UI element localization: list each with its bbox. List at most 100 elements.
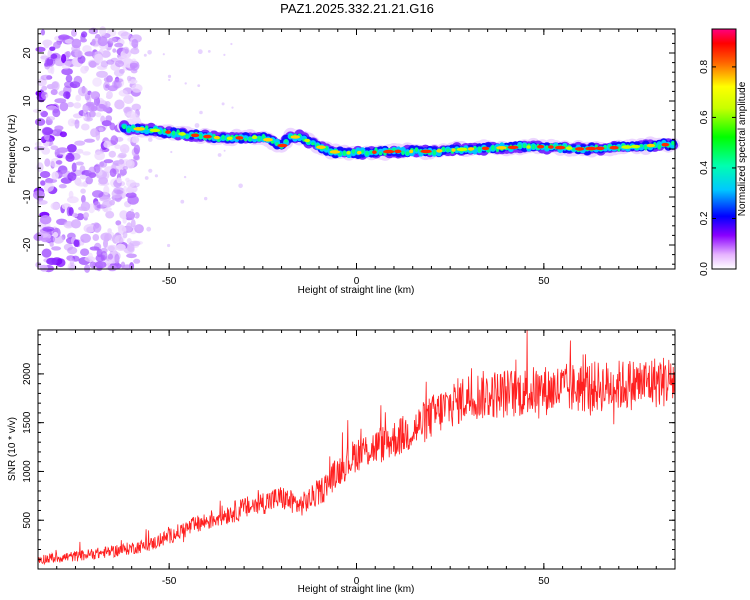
noise-blob bbox=[41, 85, 48, 91]
ridge-hotspot bbox=[346, 151, 351, 155]
noise-blob bbox=[63, 220, 74, 229]
noise-blob bbox=[45, 178, 58, 184]
colorbar-tick-label: 0.6 bbox=[699, 110, 710, 124]
colorbar-gradient bbox=[712, 29, 736, 269]
ridge-segment bbox=[671, 140, 675, 146]
noise-blob bbox=[170, 150, 173, 154]
noise-blob bbox=[49, 46, 56, 52]
snr-x-axis-label: Height of straight line (km) bbox=[298, 584, 415, 595]
noise-blob bbox=[61, 68, 73, 76]
ridge-hotspot bbox=[496, 146, 507, 150]
ridge-hotspot bbox=[585, 146, 597, 151]
snr-panel: -50 0 50 500 1000 1500 2000 Height of straigh… bbox=[7, 329, 676, 595]
colorbar-tick-label: 0.8 bbox=[699, 60, 710, 74]
y-tick-label: -20 bbox=[22, 237, 33, 252]
noise-blob bbox=[61, 53, 67, 64]
noise-blob bbox=[63, 91, 71, 99]
noise-blob bbox=[100, 232, 112, 242]
noise-blob bbox=[98, 104, 105, 109]
y-tick-label: 1000 bbox=[22, 460, 33, 483]
noise-blob bbox=[109, 37, 117, 44]
ridge-hotspot bbox=[357, 150, 362, 155]
noise-blob bbox=[122, 216, 127, 224]
spectrogram-x-ticks: -50 0 50 bbox=[56, 29, 676, 287]
ridge-hotspot bbox=[178, 132, 186, 136]
noise-blob bbox=[79, 174, 87, 180]
noise-blob bbox=[103, 239, 108, 249]
ridge-segment bbox=[270, 140, 275, 144]
noise-blob bbox=[58, 184, 67, 189]
ridge-hotspot bbox=[316, 145, 326, 149]
noise-blob bbox=[103, 140, 111, 148]
noise-blob bbox=[65, 153, 75, 162]
noise-blob bbox=[134, 212, 140, 219]
ridge-hotspot bbox=[304, 138, 310, 143]
ridge-segment bbox=[365, 151, 369, 156]
noise-blob bbox=[83, 212, 89, 219]
snr-y-axis-label: SNR (10 * v/v) bbox=[7, 417, 18, 481]
ridge-segment bbox=[144, 125, 149, 131]
colorbar: 0.0 0.2 0.4 0.6 0.8 Normalized spectral ampl… bbox=[699, 28, 748, 276]
spectrogram-ridge bbox=[117, 119, 680, 161]
noise-blob bbox=[180, 199, 185, 204]
noise-blob bbox=[125, 187, 134, 194]
noise-blob bbox=[89, 261, 97, 269]
noise-blob bbox=[69, 257, 75, 267]
noise-blob bbox=[99, 26, 107, 36]
noise-blob bbox=[146, 226, 152, 232]
noise-blob bbox=[125, 192, 137, 199]
noise-blob bbox=[53, 41, 61, 49]
noise-blob bbox=[223, 53, 226, 57]
noise-blob bbox=[100, 254, 106, 262]
noise-blob bbox=[118, 159, 125, 165]
ridge-hotspot bbox=[409, 149, 414, 154]
noise-blob bbox=[106, 244, 118, 252]
noise-blob bbox=[67, 196, 79, 204]
noise-blob bbox=[42, 226, 55, 232]
ridge-segment bbox=[405, 151, 410, 156]
noise-blob bbox=[238, 183, 243, 189]
noise-blob bbox=[194, 123, 200, 128]
ridge-segment bbox=[572, 147, 576, 151]
noise-blob bbox=[80, 38, 87, 43]
noise-blob bbox=[89, 246, 100, 251]
noise-blob bbox=[40, 29, 46, 36]
noise-blob bbox=[82, 103, 89, 113]
noise-blob bbox=[126, 253, 137, 259]
noise-blob bbox=[74, 119, 80, 129]
colorbar-tick-label: 0.2 bbox=[699, 211, 710, 225]
noise-blob bbox=[64, 38, 74, 44]
noise-blob bbox=[66, 206, 72, 217]
noise-blob bbox=[118, 152, 127, 159]
noise-blob bbox=[54, 98, 67, 104]
noise-blob bbox=[108, 150, 117, 158]
ridge-hotspot bbox=[383, 149, 395, 154]
noise-blob bbox=[130, 208, 134, 212]
noise-blob bbox=[122, 46, 130, 54]
noise-blob bbox=[133, 144, 141, 155]
noise-blob bbox=[80, 248, 90, 256]
ridge-segment bbox=[171, 130, 176, 136]
noise-blob bbox=[167, 243, 171, 248]
noise-blob bbox=[73, 102, 82, 109]
ridge-segment bbox=[657, 144, 662, 150]
noise-blob bbox=[91, 38, 96, 46]
snr-series-line bbox=[38, 330, 675, 566]
noise-blob bbox=[51, 246, 62, 251]
noise-blob bbox=[109, 168, 117, 178]
x-tick-label: 0 bbox=[354, 276, 360, 287]
x-tick-label: -50 bbox=[162, 276, 177, 287]
noise-blob bbox=[43, 182, 54, 192]
noise-blob bbox=[44, 158, 51, 167]
noise-blob bbox=[46, 257, 58, 265]
noise-blob bbox=[65, 74, 73, 83]
y-tick-label: 0 bbox=[22, 146, 33, 152]
noise-blob bbox=[88, 110, 96, 118]
noise-blob bbox=[98, 127, 104, 132]
noise-blob bbox=[73, 239, 80, 247]
noise-blob bbox=[96, 265, 103, 272]
x-tick-label: -50 bbox=[162, 576, 177, 587]
noise-blob bbox=[50, 89, 58, 96]
noise-blob bbox=[167, 74, 172, 78]
